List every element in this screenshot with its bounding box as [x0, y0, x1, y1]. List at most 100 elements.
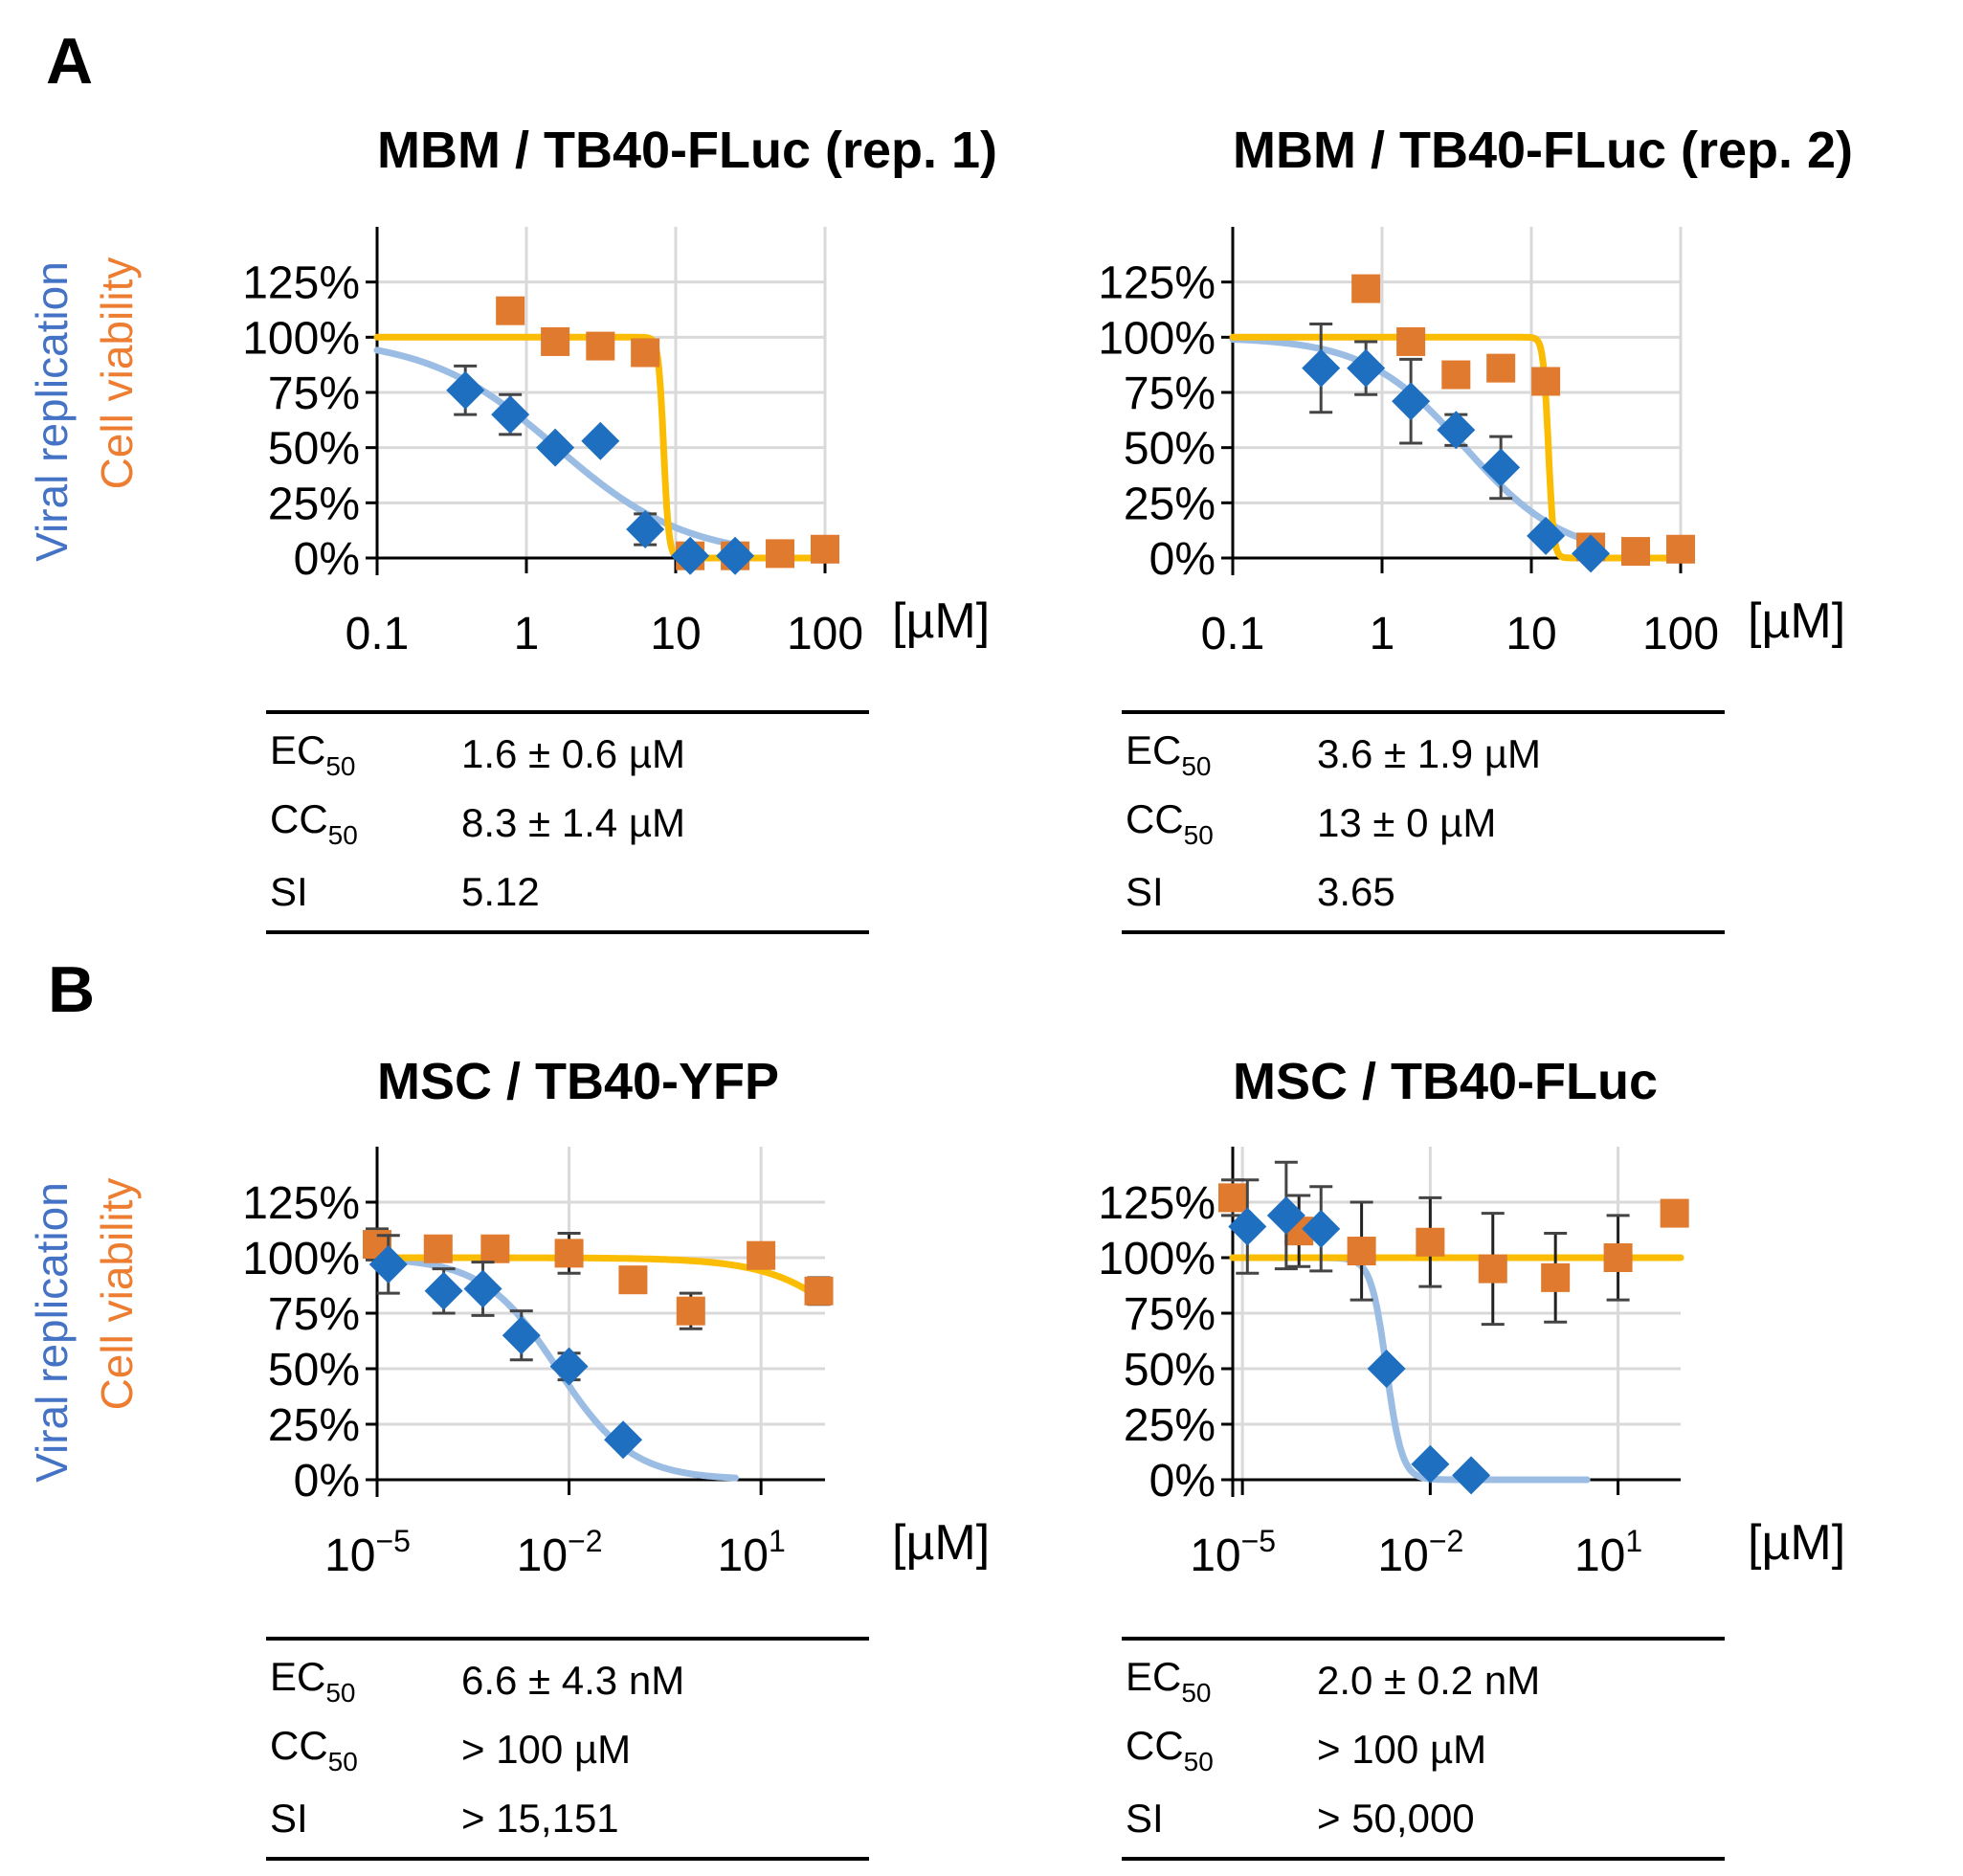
table-value-ec50: 3.6 ± 1.9 µM	[1317, 731, 1542, 776]
x-tick-label: 10−2	[517, 1524, 603, 1581]
table-sub-50: 50	[1181, 1677, 1212, 1708]
table-sub-50: 50	[327, 1746, 358, 1776]
viability-point	[554, 1239, 584, 1268]
viral-point	[581, 421, 620, 460]
x-tick-base: 10	[718, 1530, 769, 1581]
y-axis-label-viral: Viral replication	[27, 261, 77, 562]
x-tick-label: 100	[1642, 609, 1719, 659]
y-tick-label: 50%	[1124, 1345, 1216, 1396]
table-row-ec50: EC50 1.6 ± 0.6 µM	[266, 720, 869, 789]
viability-point	[1347, 1237, 1376, 1266]
x-tick-base: 10	[1377, 1530, 1428, 1581]
table-sub-50: 50	[1183, 1746, 1214, 1776]
viral-point	[1437, 411, 1476, 450]
x-tick-label: 10−5	[324, 1524, 411, 1581]
viability-point	[1541, 1262, 1571, 1292]
stats-table-2: EC50 3.6 ± 1.9 µM CC50 13 ± 0 µM SI 3.65	[1122, 710, 1725, 934]
y-tick-label: 0%	[1149, 1456, 1216, 1507]
x-tick-exponent: −5	[1241, 1524, 1276, 1558]
y-tick-label: 100%	[242, 313, 360, 364]
table-row-ec50: EC50 3.6 ± 1.9 µM	[1122, 720, 1725, 789]
viability-point	[766, 539, 795, 569]
table-value-cc50: > 100 µM	[1317, 1727, 1487, 1772]
table-label-cc50: CC	[270, 795, 328, 841]
viral-point	[1347, 348, 1386, 388]
viability-point	[747, 1240, 776, 1270]
viability-point	[1441, 360, 1471, 390]
viability-point	[676, 1296, 705, 1326]
viability-point	[811, 534, 839, 564]
table-row-si: SI > 50,000	[1122, 1784, 1725, 1853]
table-value-si: > 50,000	[1317, 1796, 1475, 1841]
table-label-ec50: EC	[270, 726, 326, 772]
table-row-cc50: CC50 > 100 µM	[266, 1715, 869, 1784]
chart-2: MBM / TB40-FLuc (rep. 2)0%25%50%75%100%1…	[1098, 122, 1853, 659]
viability-point	[1478, 1254, 1507, 1284]
x-tick-label: 10	[650, 609, 701, 659]
x-tick-exponent: 1	[769, 1524, 786, 1558]
table-label-cc50: CC	[1126, 1722, 1184, 1768]
viral-point	[536, 428, 575, 467]
viral-point	[502, 1316, 541, 1355]
viral-point	[1572, 534, 1611, 573]
viral-point	[1527, 516, 1566, 555]
y-tick-label: 125%	[1098, 1178, 1216, 1229]
chart-title: MSC / TB40-FLuc	[1233, 1053, 1658, 1110]
y-tick-label: 50%	[1124, 424, 1216, 475]
viral-point	[1302, 1209, 1341, 1248]
x-tick-base: 10	[517, 1530, 568, 1581]
viral-point	[446, 370, 485, 410]
y-tick-label: 25%	[268, 479, 360, 529]
y-tick-label: 75%	[268, 368, 360, 419]
viral-point	[463, 1269, 502, 1308]
viability-point	[1396, 326, 1426, 356]
table-value-ec50: 2.0 ± 0.2 nM	[1317, 1658, 1541, 1703]
table-row-cc50: CC50 8.3 ± 1.4 µM	[266, 789, 869, 858]
table-row-si: SI 3.65	[1122, 858, 1725, 927]
viral-point	[626, 510, 665, 549]
viral-point	[1392, 382, 1431, 421]
table-label-ec50: EC	[270, 1653, 326, 1699]
panel-label-a: A	[46, 25, 94, 98]
table-sub-50: 50	[1183, 819, 1214, 850]
viral-point	[491, 395, 530, 435]
viability-point	[618, 1265, 648, 1295]
viability-point	[496, 296, 525, 325]
y-tick-label: 125%	[242, 258, 360, 309]
table-row-ec50: EC50 6.6 ± 4.3 nM	[266, 1646, 869, 1715]
table-label-ec50: EC	[1126, 1653, 1182, 1699]
y-tick-label: 125%	[242, 1178, 360, 1229]
x-tick-exponent: −5	[375, 1524, 410, 1558]
table-label-si: SI	[1126, 1796, 1164, 1841]
x-axis-unit: [µM]	[1748, 593, 1845, 649]
x-tick-label: 101	[718, 1524, 786, 1581]
table-value-si: 3.65	[1317, 869, 1395, 914]
table-value-cc50: > 100 µM	[461, 1727, 632, 1772]
stats-table-3: EC50 6.6 ± 4.3 nM CC50 > 100 µM SI > 15,151	[266, 1637, 869, 1861]
x-axis-unit: [µM]	[892, 593, 990, 649]
y-tick-label: 0%	[294, 534, 360, 585]
y-tick-label: 100%	[242, 1234, 360, 1284]
y-tick-label: 50%	[268, 424, 360, 475]
viral-point	[1228, 1207, 1267, 1246]
panel-label-b: B	[48, 953, 96, 1026]
y-tick-label: 0%	[1149, 534, 1216, 585]
table-value-ec50: 1.6 ± 0.6 µM	[461, 731, 686, 776]
viability-point	[423, 1234, 453, 1263]
table-value-cc50: 8.3 ± 1.4 µM	[461, 800, 686, 845]
stats-table-4: EC50 2.0 ± 0.2 nM CC50 > 100 µM SI > 50,000	[1122, 1637, 1725, 1861]
table-row-cc50: CC50 > 100 µM	[1122, 1715, 1725, 1784]
x-tick-label: 1	[1370, 609, 1395, 659]
y-tick-label: 75%	[1124, 1289, 1216, 1340]
viral-point	[1302, 348, 1341, 388]
viability-point	[1218, 1183, 1247, 1213]
y-tick-label: 75%	[1124, 368, 1216, 419]
x-tick-label: 100	[787, 609, 863, 659]
table-row-cc50: CC50 13 ± 0 µM	[1122, 789, 1725, 858]
table-label-cc50: CC	[1126, 795, 1184, 841]
x-tick-label: 101	[1574, 1524, 1642, 1581]
chart-1: MBM / TB40-FLuc (rep. 1)0%25%50%75%100%1…	[27, 122, 997, 659]
table-value-si: 5.12	[461, 869, 540, 914]
